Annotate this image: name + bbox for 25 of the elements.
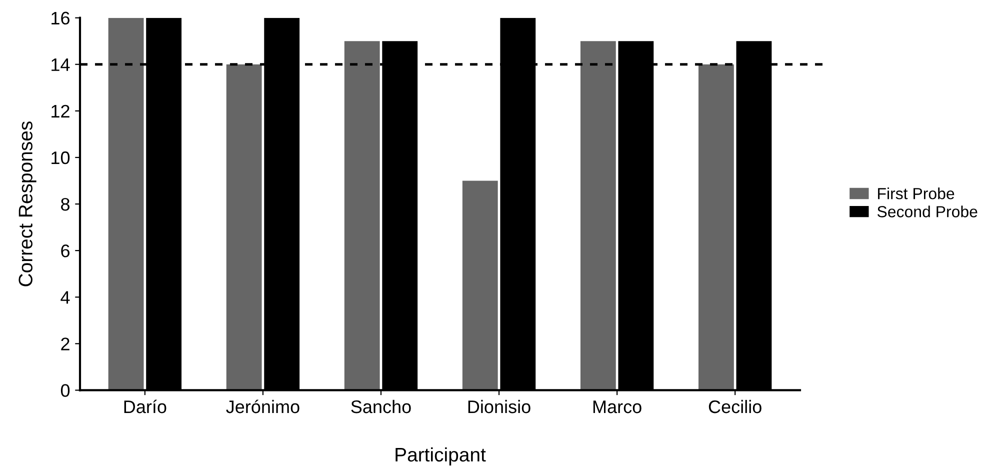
y-tick-label: 16	[52, 12, 70, 25]
y-tick-label: 2	[61, 338, 70, 350]
bar	[344, 41, 380, 390]
x-tick-label: Marco	[593, 400, 642, 414]
x-tick-label: Sancho	[351, 400, 411, 414]
legend-label: Second Probe	[877, 206, 978, 218]
x-tick-label: Dionisio	[468, 400, 530, 414]
bar	[462, 180, 498, 390]
y-tick-label: 6	[61, 244, 70, 258]
bar	[108, 18, 144, 390]
y-tick-label: 12	[52, 104, 70, 118]
bar	[580, 41, 616, 390]
legend-label: First Probe	[878, 188, 954, 200]
y-axis-title: Correct Responses	[18, 122, 36, 286]
y-tick-label: 14	[52, 58, 70, 71]
x-axis-title: Participant	[396, 447, 486, 466]
y-tick-label: 8	[61, 198, 70, 211]
x-tick-label: Cecilio	[708, 400, 762, 414]
x-tick-label: Jerónimo	[226, 400, 300, 414]
y-tick-label: 10	[52, 151, 70, 164]
y-tick-label: 0	[60, 384, 70, 397]
bar	[226, 64, 262, 390]
y-tick-label: 4	[60, 291, 70, 304]
x-tick-label: Darío	[124, 400, 166, 414]
bar	[698, 64, 734, 390]
